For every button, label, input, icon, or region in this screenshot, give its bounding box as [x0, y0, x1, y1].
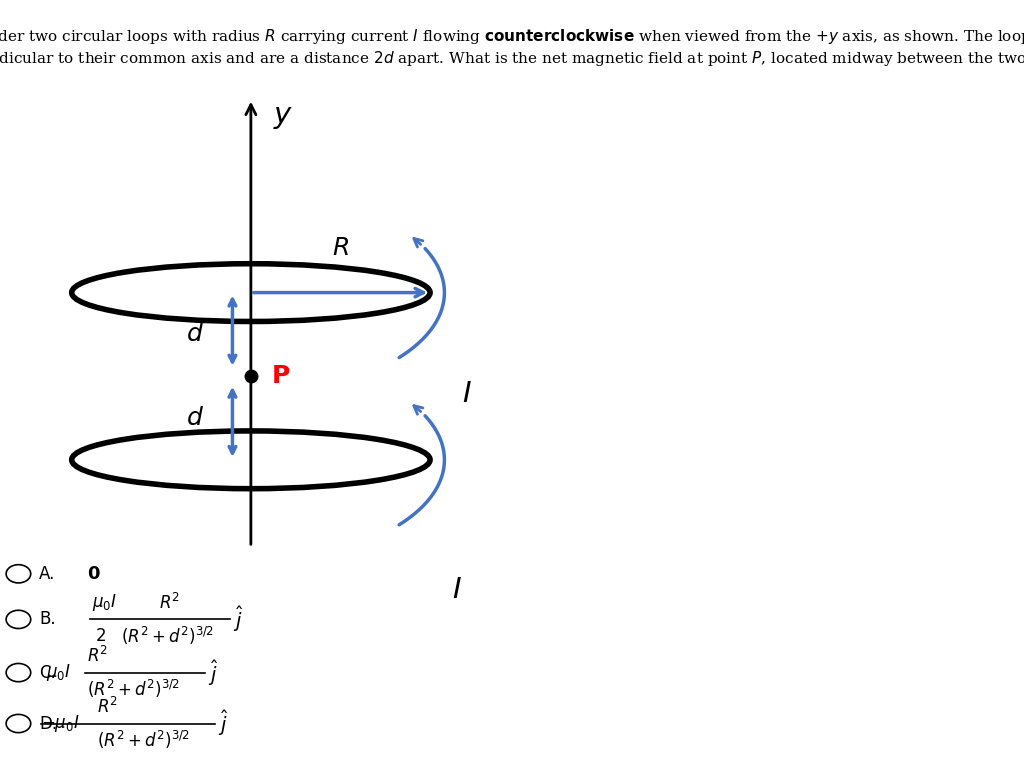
Text: $2$: $2$: [95, 627, 106, 645]
Text: $(R^2+d^2)^{3/2}$: $(R^2+d^2)^{3/2}$: [87, 678, 180, 701]
Text: $\mu_0 I$: $\mu_0 I$: [46, 662, 72, 683]
Text: $\mathbf{P}$: $\mathbf{P}$: [271, 364, 291, 388]
Text: $R^2$: $R^2$: [159, 593, 180, 613]
Text: $\hat{j}$: $\hat{j}$: [218, 708, 228, 739]
Text: $\mu_0 I$: $\mu_0 I$: [92, 592, 118, 613]
Text: C.: C.: [39, 663, 55, 682]
Text: $\hat{j}$: $\hat{j}$: [233, 604, 244, 635]
Text: $R^2$: $R^2$: [87, 646, 109, 666]
Text: $-\mu_0 I$: $-\mu_0 I$: [41, 713, 80, 734]
Text: B.: B.: [39, 610, 55, 629]
Text: $I$: $I$: [452, 576, 462, 603]
Text: $y$: $y$: [273, 103, 294, 131]
Text: $d$: $d$: [185, 406, 204, 430]
Text: $\hat{j}$: $\hat{j}$: [208, 657, 218, 688]
Text: $R^2$: $R^2$: [97, 697, 119, 717]
Text: $\mathbf{0}$: $\mathbf{0}$: [87, 565, 100, 583]
Text: $R$: $R$: [332, 236, 349, 260]
Text: $d$: $d$: [185, 322, 204, 347]
Text: $I$: $I$: [463, 380, 472, 407]
Text: A.: A.: [39, 565, 55, 583]
Text: perpendicular to their common axis and are a distance $2d$ apart. What is the ne: perpendicular to their common axis and a…: [0, 49, 1024, 68]
Text: Consider two circular loops with radius $R$ carrying current $I$ flowing $\mathb: Consider two circular loops with radius …: [0, 27, 1024, 46]
Text: $(R^2+d^2)^{3/2}$: $(R^2+d^2)^{3/2}$: [97, 729, 190, 752]
Text: $(R^2+d^2)^{3/2}$: $(R^2+d^2)^{3/2}$: [121, 625, 214, 648]
Text: D.: D.: [39, 714, 57, 733]
